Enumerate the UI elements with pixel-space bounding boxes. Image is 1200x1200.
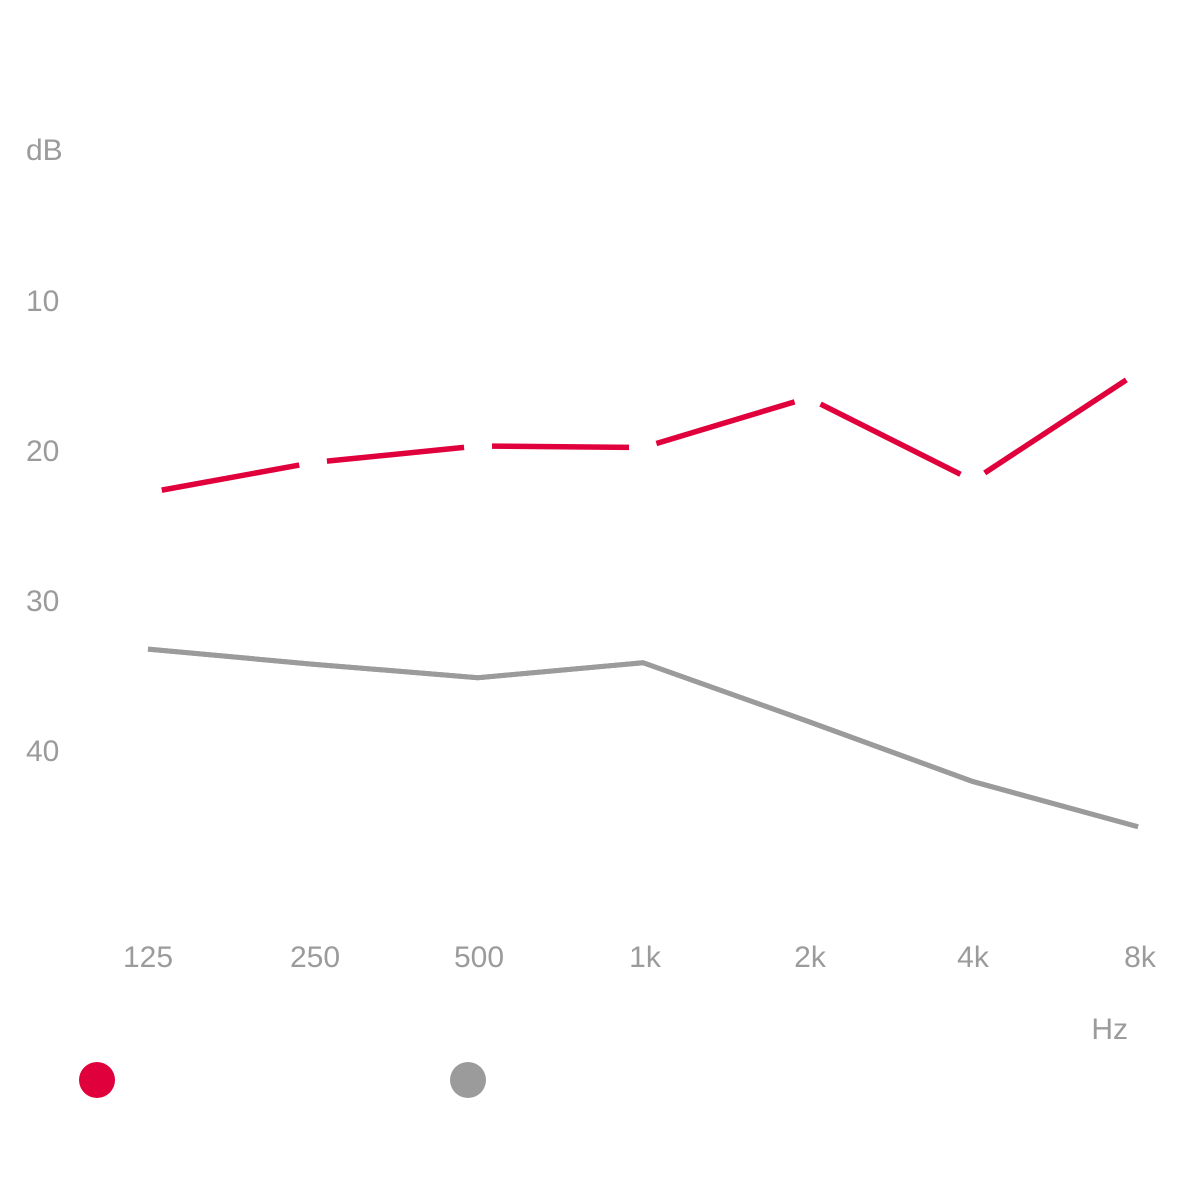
y-tick-label: 20 bbox=[26, 435, 59, 468]
x-tick-label: 125 bbox=[123, 941, 173, 974]
y-axis-label: dB bbox=[26, 134, 63, 167]
x-tick-label: 250 bbox=[290, 941, 340, 974]
x-tick-label: 4k bbox=[957, 941, 990, 974]
series-0-segment bbox=[161, 462, 300, 493]
series-1-line bbox=[147, 646, 1139, 830]
x-axis-unit-label: Hz bbox=[1091, 1013, 1128, 1046]
series-0-segment bbox=[655, 399, 796, 447]
x-tick-label: 1k bbox=[629, 941, 662, 974]
legend-marker-gray[interactable] bbox=[450, 1062, 486, 1098]
series-0-segment bbox=[326, 444, 465, 464]
x-tick-label: 500 bbox=[454, 941, 504, 974]
y-tick-label: 10 bbox=[26, 285, 59, 318]
y-tick-label: 40 bbox=[26, 735, 59, 768]
series-0-segment bbox=[819, 401, 962, 477]
x-tick-label: 8k bbox=[1124, 941, 1157, 974]
series-0-segment bbox=[491, 443, 630, 451]
series-0-segment bbox=[983, 377, 1128, 476]
series-layer bbox=[147, 377, 1139, 830]
y-tick-label: 30 bbox=[26, 585, 59, 618]
legend-marker-red[interactable] bbox=[79, 1062, 115, 1098]
x-tick-label: 2k bbox=[794, 941, 827, 974]
